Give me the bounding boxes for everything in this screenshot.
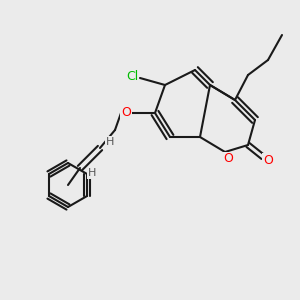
Text: O: O <box>223 152 233 166</box>
Text: O: O <box>263 154 273 166</box>
Text: H: H <box>88 168 96 178</box>
Text: H: H <box>106 137 114 147</box>
Text: Cl: Cl <box>126 70 138 83</box>
Text: O: O <box>121 106 131 119</box>
